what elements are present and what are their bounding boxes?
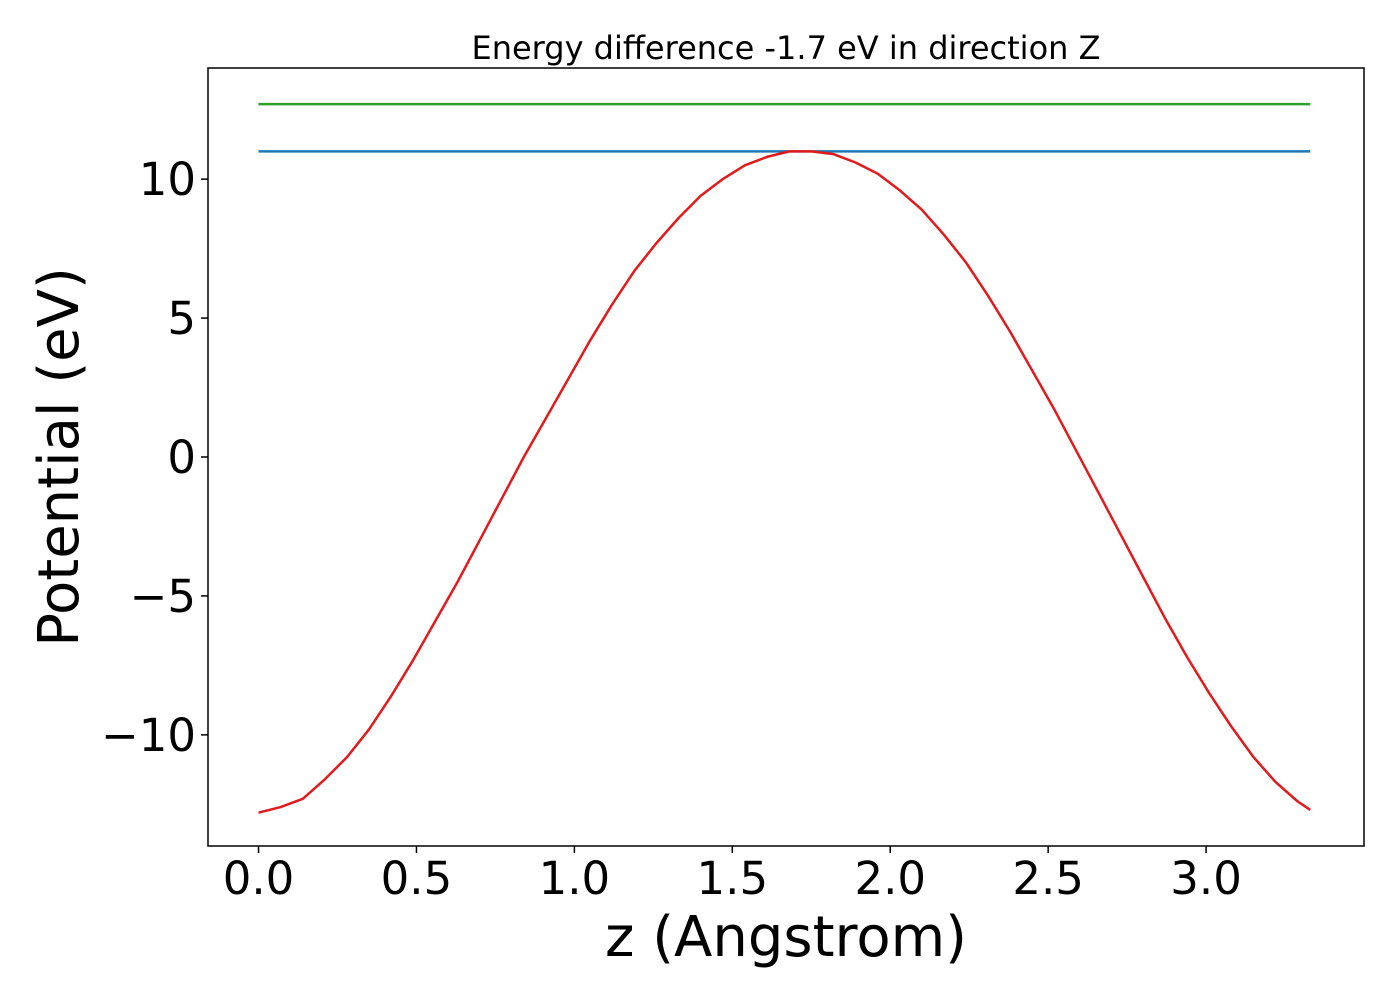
y-tick-label: 10 — [139, 153, 196, 206]
x-tick-label: 0.5 — [381, 852, 453, 905]
x-axis: 0.0 0.5 1.0 1.5 2.0 2.5 3.0 — [223, 846, 1242, 905]
x-tick-label: 1.0 — [539, 852, 611, 905]
y-axis: −10 −5 0 5 10 — [101, 153, 208, 762]
y-tick-label: −10 — [101, 709, 196, 762]
chart-title: Energy difference -1.7 eV in direction Z — [471, 29, 1100, 67]
y-tick-label: −5 — [130, 570, 196, 623]
x-tick-label: 2.0 — [854, 852, 926, 905]
x-tick-label: 1.5 — [697, 852, 769, 905]
x-axis-label: z (Angstrom) — [605, 905, 967, 970]
y-tick-label: 0 — [167, 431, 196, 484]
x-tick-label: 3.0 — [1170, 852, 1242, 905]
plot-frame — [207, 67, 1365, 847]
y-tick-label: 5 — [167, 292, 196, 345]
plot-area — [258, 102, 1311, 814]
x-tick-label: 2.5 — [1012, 852, 1084, 905]
y-axis-label: Potential (eV) — [27, 267, 92, 647]
series-line-2 — [258, 150, 1311, 814]
x-tick-label: 0.0 — [223, 852, 295, 905]
